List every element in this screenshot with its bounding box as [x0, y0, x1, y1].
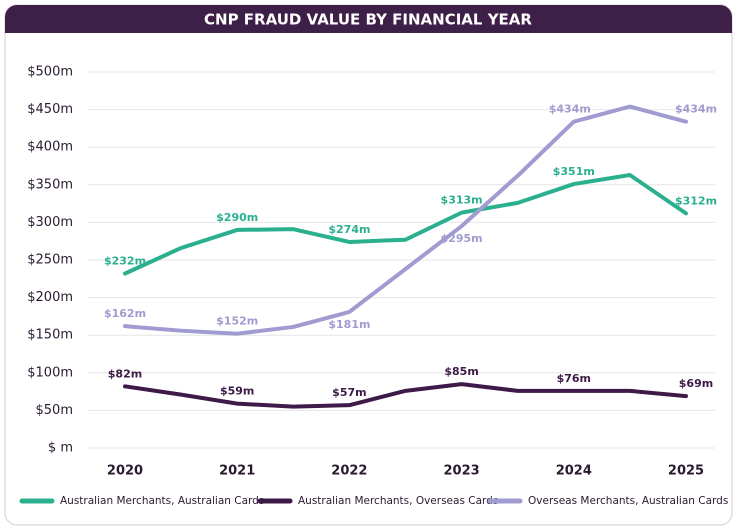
data-label: $181m [328, 318, 370, 331]
data-label: $85m [444, 365, 478, 378]
chart-title: CNP FRAUD VALUE BY FINANCIAL YEAR [204, 11, 532, 29]
data-label: $232m [104, 255, 146, 268]
y-tick-label: $500m [27, 65, 73, 80]
data-label: $274m [328, 223, 370, 236]
data-label: $59m [220, 385, 254, 398]
data-label: $152m [216, 315, 258, 328]
legend-label: Australian Merchants, Australian Cards [60, 495, 264, 507]
x-tick-label: 2023 [444, 464, 480, 479]
series-line [123, 104, 688, 336]
x-tick-label: 2024 [556, 464, 592, 479]
legend-label: Overseas Merchants, Australian Cards [528, 495, 728, 507]
series-line [123, 382, 688, 409]
series-line [123, 173, 688, 276]
data-label: $162m [104, 307, 146, 320]
y-tick-label: $ m [48, 441, 73, 456]
data-label: $434m [675, 103, 717, 116]
data-label: $312m [675, 194, 717, 207]
y-tick-label: $50m [36, 403, 73, 418]
data-label: $57m [332, 386, 366, 399]
y-tick-label: $450m [27, 102, 73, 117]
data-label: $69m [679, 377, 713, 390]
y-tick-label: $400m [27, 140, 73, 155]
x-tick-label: 2022 [331, 464, 367, 479]
legend-label: Australian Merchants, Overseas Cards [298, 495, 498, 507]
data-label: $290m [216, 211, 258, 224]
y-tick-label: $150m [27, 328, 73, 343]
x-tick-label: 2020 [107, 464, 143, 479]
x-tick-label: 2025 [668, 464, 704, 479]
data-label: $76m [557, 372, 591, 385]
y-tick-label: $350m [27, 177, 73, 192]
data-label: $82m [108, 367, 142, 380]
x-tick-label: 2021 [219, 464, 255, 479]
y-tick-label: $200m [27, 290, 73, 305]
y-tick-label: $250m [27, 253, 73, 268]
y-tick-label: $300m [27, 215, 73, 230]
title-bar [5, 5, 732, 33]
data-label: $351m [553, 165, 595, 178]
y-tick-label: $100m [27, 365, 73, 380]
data-label: $313m [441, 194, 483, 207]
data-label: $434m [549, 103, 591, 116]
data-label: $295m [441, 232, 483, 245]
